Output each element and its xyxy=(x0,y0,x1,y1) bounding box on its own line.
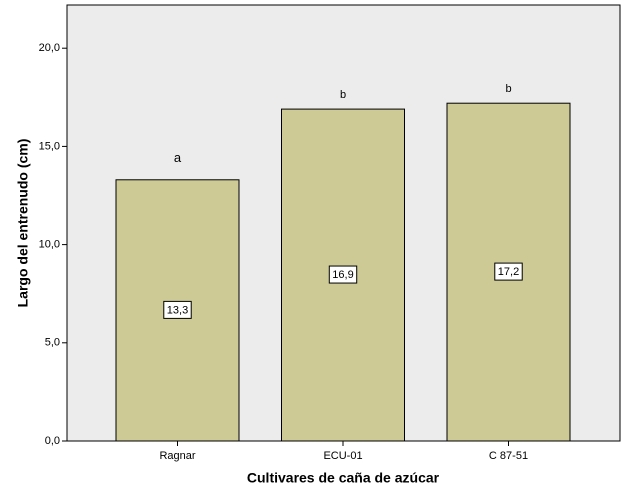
x-axis-title: Cultivares de caña de azúcar xyxy=(247,470,440,486)
value-label: 17,2 xyxy=(498,266,519,278)
y-tick-label: 15,0 xyxy=(39,140,60,152)
value-label-box xyxy=(163,300,192,319)
value-label: 13,3 xyxy=(167,304,188,316)
y-tick-label: 5,0 xyxy=(45,337,60,349)
y-tick-label: 0,0 xyxy=(45,435,60,447)
value-label-box xyxy=(328,265,358,284)
value-label-box xyxy=(494,262,523,281)
x-tick-label: C 87-51 xyxy=(489,450,528,462)
y-tick-label: 10,0 xyxy=(39,239,60,251)
value-label: 16,9 xyxy=(332,269,353,281)
x-tick-label: Ragnar xyxy=(159,450,195,462)
y-tick-label: 20,0 xyxy=(39,42,60,54)
x-tick-label: ECU-01 xyxy=(323,450,362,462)
annotation: b xyxy=(340,89,346,101)
annotation: b xyxy=(505,83,511,95)
annotation: a xyxy=(174,150,182,165)
y-axis-title: Largo del entrenudo (cm) xyxy=(15,139,31,308)
